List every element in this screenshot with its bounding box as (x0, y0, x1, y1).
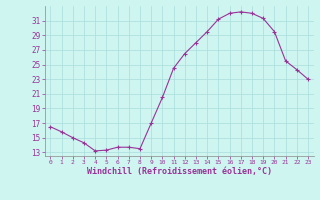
X-axis label: Windchill (Refroidissement éolien,°C): Windchill (Refroidissement éolien,°C) (87, 167, 272, 176)
